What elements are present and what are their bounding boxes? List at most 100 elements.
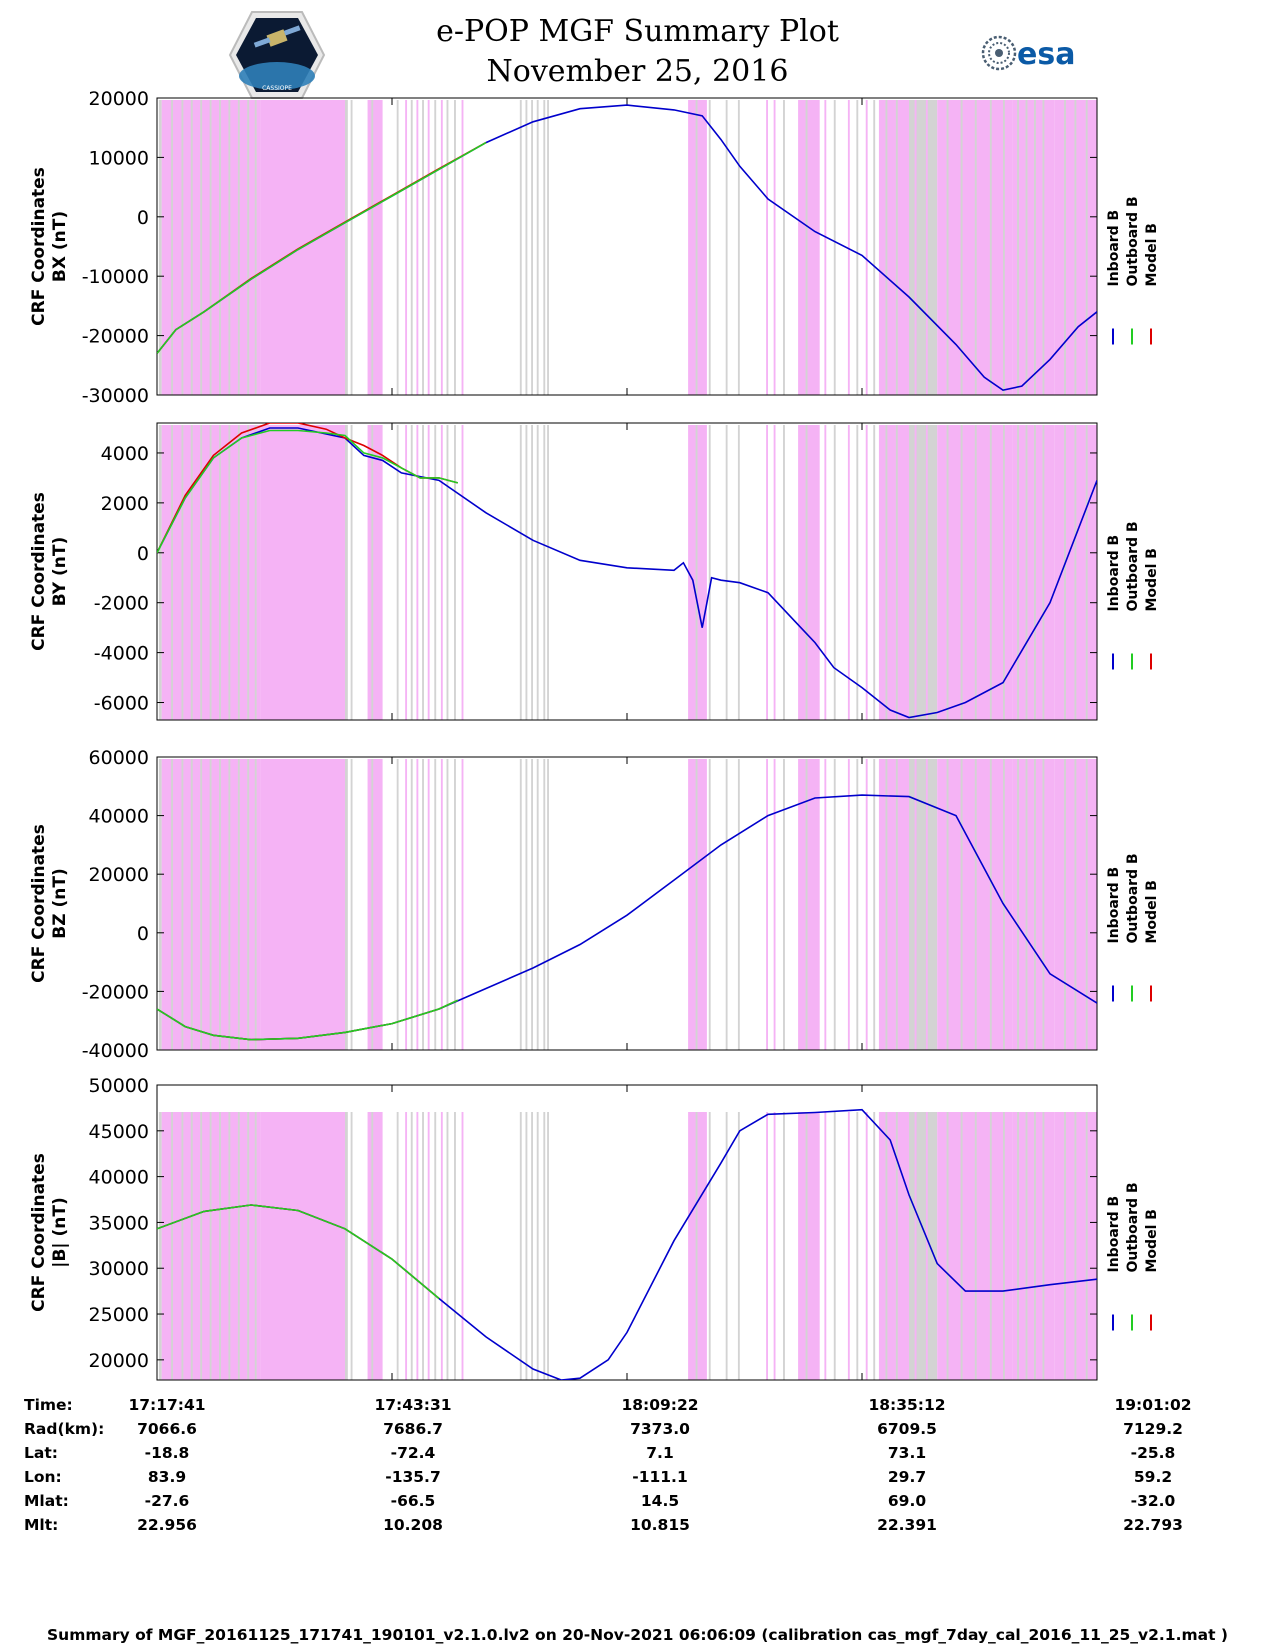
- flag-band: [824, 759, 827, 1050]
- y-tick-label: 50000: [89, 1075, 149, 1097]
- legend: Inboard B Outboard B Model B: [1106, 521, 1160, 670]
- flag-band: [422, 100, 424, 395]
- y-tick-label: 25000: [89, 1304, 149, 1326]
- flag-band: [247, 425, 250, 720]
- flag-band: [708, 1112, 711, 1380]
- flag-band: [856, 425, 859, 720]
- flag-band: [547, 1112, 549, 1380]
- y-axis-label-line1: CRF Coordinates: [29, 1153, 49, 1312]
- flag-band: [909, 1112, 938, 1380]
- flag-band: [254, 759, 257, 1050]
- ephem-label-radius: Rad(km):: [24, 1420, 105, 1438]
- flag-band: [708, 100, 711, 395]
- flag-band: [345, 425, 348, 720]
- flag-band: [247, 759, 250, 1050]
- y-tick-label: -20000: [82, 981, 149, 1003]
- flag-band: [798, 100, 820, 395]
- flag-band: [200, 425, 203, 720]
- flag-band: [228, 100, 231, 395]
- flag-band: [181, 759, 184, 1050]
- flag-band: [219, 1112, 221, 1380]
- flag-band: [783, 1112, 785, 1380]
- flag-band: [766, 759, 768, 1050]
- flag-band: [171, 1112, 173, 1380]
- flag-band: [427, 425, 430, 720]
- flag-band: [925, 1112, 928, 1380]
- panel-1: 20000 10000 0 -10000 -20000 -30000 CRF Coordin…: [29, 88, 1160, 407]
- flag-band: [895, 425, 898, 720]
- flag-band: [158, 759, 162, 1050]
- y-tick-label: 35000: [89, 1212, 149, 1234]
- ephem-mlt: 22.391: [877, 1516, 937, 1534]
- ephem-label-time: Time:: [24, 1396, 73, 1414]
- ephem-radius: 7129.2: [1123, 1420, 1183, 1438]
- flag-band: [416, 1112, 419, 1380]
- ephem-mlt: 22.956: [137, 1516, 197, 1534]
- legend-label: Inboard B: [1106, 210, 1122, 287]
- series-outboard-b: [157, 429, 459, 554]
- flag-band: [974, 100, 977, 395]
- flag-band: [1042, 425, 1045, 720]
- flag-band: [1003, 425, 1005, 720]
- flag-band: [367, 1112, 383, 1380]
- flag-band: [519, 425, 522, 720]
- flag-band: [454, 759, 456, 1050]
- flag-band: [1085, 425, 1088, 720]
- y-tick-label: 2000: [101, 493, 149, 515]
- y-axis-label-line2: BX (nT): [50, 211, 70, 282]
- flag-band: [824, 1112, 827, 1380]
- flag-band: [543, 759, 546, 1050]
- y-tick-label: -30000: [82, 385, 149, 407]
- flag-band: [440, 759, 443, 1050]
- cassiope-logo: CASSIOPE: [228, 11, 326, 99]
- flag-band: [525, 1112, 528, 1380]
- flag-band: [865, 759, 868, 1050]
- panel-4: 50000 45000 40000 35000 30000 25000 20000 CRF C…: [29, 1075, 1160, 1381]
- flag-band: [773, 100, 776, 395]
- flag-band: [695, 425, 698, 720]
- flag-band: [895, 1112, 898, 1380]
- y-tick-label: 10000: [89, 147, 149, 169]
- flag-band: [833, 1112, 836, 1380]
- flag-band: [1017, 759, 1019, 1050]
- ephem-lon: 59.2: [1133, 1468, 1173, 1486]
- flag-band: [410, 425, 413, 720]
- flag-band: [461, 425, 464, 720]
- y-tick-label: -6000: [94, 693, 149, 715]
- flag-band: [725, 425, 728, 720]
- quality-flag-bands: [158, 759, 1097, 1050]
- flag-band: [856, 1112, 859, 1380]
- flag-band: [410, 1112, 413, 1380]
- ephem-mlat: 14.5: [640, 1492, 680, 1510]
- flag-band: [158, 1112, 162, 1380]
- flag-band: [158, 100, 162, 395]
- y-axis-label-line2: BY (nT): [50, 537, 70, 607]
- flag-band: [1074, 425, 1077, 720]
- ephem-mlt: 10.815: [630, 1516, 690, 1534]
- flag-band: [427, 1112, 430, 1380]
- flag-band: [237, 425, 240, 720]
- ephem-radius: 6709.5: [877, 1420, 937, 1438]
- flag-band: [1074, 1112, 1077, 1380]
- quality-flag-bands: [158, 425, 1097, 720]
- ephem-time: 17:17:41: [128, 1396, 206, 1414]
- flag-band: [416, 759, 419, 1050]
- esa-logo: esa: [981, 35, 1075, 72]
- flag-band: [1042, 759, 1045, 1050]
- flag-band: [427, 759, 430, 1050]
- quality-flag-bands: [158, 100, 1097, 395]
- flag-band: [925, 100, 928, 395]
- plot-date: November 25, 2016: [486, 54, 789, 89]
- flag-band: [446, 425, 449, 720]
- ephem-mlt: 10.208: [383, 1516, 443, 1534]
- y-tick-label: 40000: [89, 1167, 149, 1189]
- flag-band: [708, 759, 711, 1050]
- flag-band: [708, 425, 711, 720]
- flag-band: [171, 100, 173, 395]
- flag-band: [865, 1112, 868, 1380]
- flag-band: [345, 1112, 348, 1380]
- flag-band: [946, 100, 949, 395]
- flag-band: [1085, 100, 1088, 395]
- flag-band: [190, 1112, 193, 1380]
- ephem-label-mlat: Mlat:: [24, 1492, 69, 1510]
